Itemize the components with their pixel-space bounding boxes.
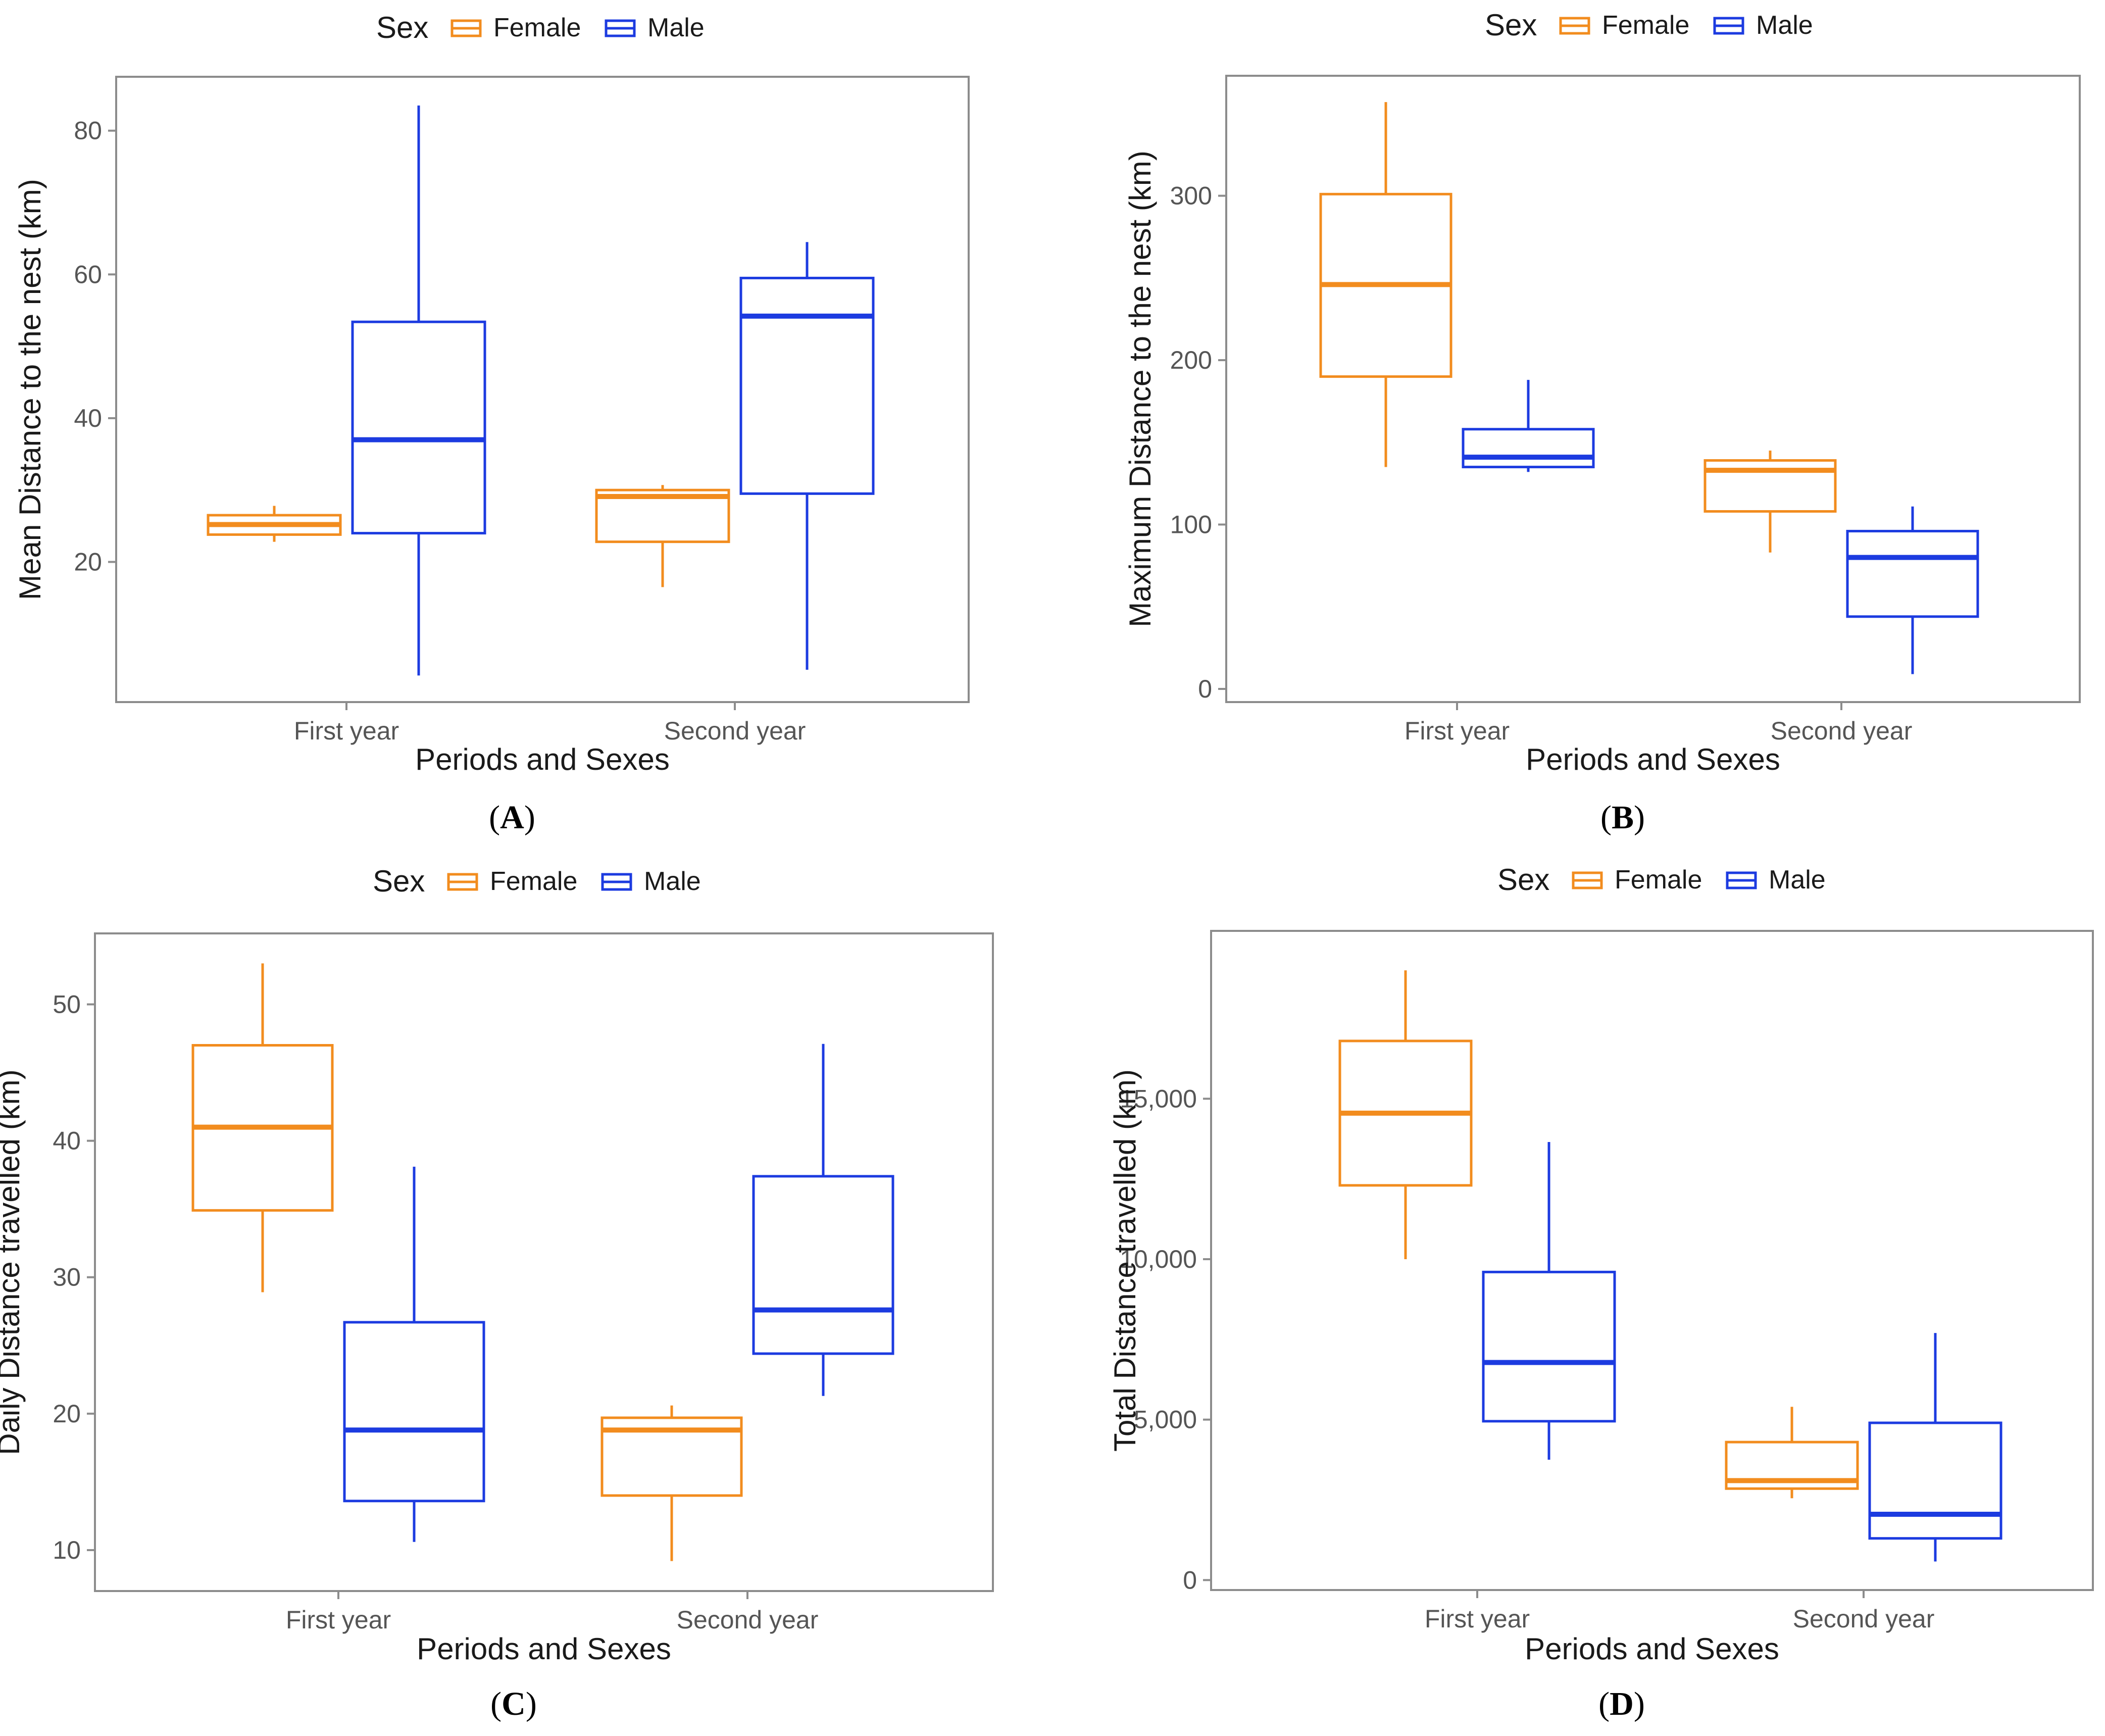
y-tick-label: 60 <box>74 260 102 288</box>
legend-female-key: Female <box>450 13 581 42</box>
y-axis-title: Daily Distance travelled (km) <box>0 1069 26 1455</box>
y-tick-label: 300 <box>1170 182 1212 210</box>
y-tick-label: 200 <box>1170 346 1212 374</box>
y-tick-label: 15,000 <box>1120 1084 1197 1113</box>
legend-male-label: Male <box>1756 11 1813 40</box>
legend: Sex Female Male <box>373 864 701 898</box>
legend: Sex Female Male <box>1497 863 1826 897</box>
box-female-first-year <box>1338 970 1473 1259</box>
legend: Sex Female Male <box>376 11 705 44</box>
x-tick-label: Second year <box>664 717 806 745</box>
plot-frame <box>94 932 994 1592</box>
panel-d: 0 5,000 10,000 15,000 First year Second year P… <box>1108 863 2094 1722</box>
box-male-first-year <box>1482 1142 1616 1460</box>
y-tick-label: 40 <box>74 404 102 432</box>
legend-male-key: Male <box>1726 865 1826 895</box>
y-axis-title: Mean Distance to the nest (km) <box>13 179 47 600</box>
box-iqr <box>1868 1421 2002 1540</box>
x-tick-label: Second year <box>677 1606 819 1634</box>
legend-female-key: Female <box>1559 11 1689 40</box>
y-tick-label: 80 <box>74 117 102 145</box>
panel-label: (C) <box>490 1685 537 1722</box>
y-tick-label: 0 <box>1183 1566 1197 1594</box>
legend-female-label: Female <box>490 867 577 896</box>
box-female-second-year <box>1725 1407 1859 1499</box>
legend-male-label: Male <box>1769 865 1826 895</box>
box-male-first-year <box>1462 380 1595 472</box>
plot-frame <box>1225 75 2081 703</box>
box-male-first-year <box>351 105 486 676</box>
x-tick-label: Second year <box>1793 1605 1935 1633</box>
x-tick-label: First year <box>1425 1605 1530 1633</box>
box-iqr <box>739 276 875 495</box>
panel-label: (B) <box>1600 799 1645 836</box>
y-tick-label: 40 <box>53 1127 81 1155</box>
y-tick-label: 0 <box>1198 675 1212 703</box>
legend-female-key: Female <box>1572 865 1702 895</box>
x-axis-title: Periods and Sexes <box>417 1632 671 1666</box>
y-tick-label: 50 <box>53 990 81 1018</box>
box-iqr <box>343 1321 485 1503</box>
box-female-second-year <box>595 485 730 587</box>
y-axis-title: Total Distance travelled (km) <box>1108 1069 1142 1452</box>
legend-male-label: Male <box>647 13 705 42</box>
box-iqr <box>1462 428 1595 469</box>
x-axis-title: Periods and Sexes <box>415 742 670 776</box>
y-tick-label: 5,000 <box>1134 1406 1197 1434</box>
legend-male-label: Male <box>644 867 701 896</box>
legend: Sex Female Male <box>1485 8 1813 42</box>
box-female-first-year <box>191 963 334 1293</box>
legend-female-label: Female <box>1615 865 1702 895</box>
box-male-second-year <box>739 242 875 670</box>
y-tick-label: 20 <box>74 548 102 576</box>
box-female-first-year <box>207 506 342 542</box>
box-iqr <box>752 1175 894 1355</box>
panel-label: (D) <box>1598 1685 1645 1722</box>
plot-frame <box>1210 930 2094 1591</box>
y-tick-label: 100 <box>1170 511 1212 539</box>
legend-female-key: Female <box>447 867 577 896</box>
y-tick-label: 30 <box>53 1263 81 1292</box>
box-male-second-year <box>752 1044 894 1396</box>
x-tick-label: Second year <box>1771 717 1913 745</box>
y-tick-label: 20 <box>53 1400 81 1428</box>
legend-title: Sex <box>1497 863 1549 897</box>
x-tick-label: First year <box>1405 717 1510 745</box>
plot-frame <box>115 76 970 703</box>
x-axis-title: Periods and Sexes <box>1525 1632 1779 1666</box>
box-male-second-year <box>1846 506 1979 674</box>
legend-title: Sex <box>1485 8 1537 42</box>
legend-male-key: Male <box>601 867 701 896</box>
legend-title: Sex <box>376 11 428 44</box>
x-tick-label: First year <box>294 717 399 745</box>
x-axis-title: Periods and Sexes <box>1526 742 1780 776</box>
y-tick-label: 10 <box>53 1536 81 1564</box>
x-tick-label: First year <box>286 1606 391 1634</box>
box-female-second-year <box>1703 451 1837 553</box>
panel-label: (A) <box>489 799 535 836</box>
box-iqr <box>351 320 486 535</box>
box-iqr <box>1482 1270 1616 1423</box>
box-iqr <box>1846 530 1979 618</box>
y-tick-label: 10,000 <box>1120 1245 1197 1273</box>
box-male-first-year <box>343 1166 485 1542</box>
y-axis-title: Maximum Distance to the nest (km) <box>1123 151 1157 627</box>
legend-male-key: Male <box>1713 11 1813 40</box>
legend-title: Sex <box>373 864 425 898</box>
box-female-first-year <box>1319 102 1452 467</box>
box-female-second-year <box>600 1405 743 1561</box>
legend-female-label: Female <box>1602 11 1689 40</box>
legend-female-label: Female <box>493 13 581 42</box>
legend-male-key: Male <box>605 13 705 42</box>
box-male-second-year <box>1868 1333 2002 1562</box>
